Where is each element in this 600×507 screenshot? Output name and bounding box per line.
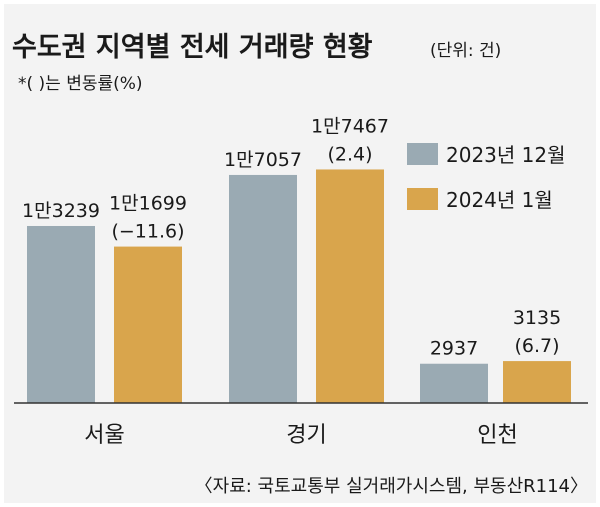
legend-swatch — [407, 188, 438, 210]
note-label: *( )는 변동률(%) — [18, 74, 143, 94]
value-label: 1만7467 — [311, 115, 389, 137]
source-label: 〈자료: 국토교통부 실거래가시스템, 부동산R114〉 — [195, 476, 588, 497]
bar-2024-01 — [503, 361, 571, 403]
value-label: 1만7057 — [224, 149, 302, 171]
legend-label: 2023년 12월 — [446, 143, 566, 167]
category-label: 경기 — [286, 423, 326, 448]
legend-label: 2024년 1월 — [446, 188, 553, 212]
bar-chart: 수도권 지역별 전세 거래량 현황 (단위: 건) *( )는 변동률(%) 1… — [12, 32, 588, 497]
change-label: (−11.6) — [111, 221, 184, 243]
category-label: 서울 — [84, 423, 124, 448]
bar-2024-01 — [316, 169, 384, 403]
category-label: 인천 — [477, 423, 517, 448]
change-label: (2.4) — [327, 143, 372, 165]
chart-panel: 수도권 지역별 전세 거래량 현황 (단위: 건) *( )는 변동률(%) 1… — [4, 4, 596, 503]
chart-title: 수도권 지역별 전세 거래량 현황 — [12, 32, 373, 63]
legend-swatch — [407, 143, 438, 165]
bar-2023-12 — [229, 174, 297, 403]
bar-2023-12 — [27, 225, 95, 403]
value-label: 1만3239 — [22, 200, 100, 222]
value-label: 3135 — [513, 307, 561, 329]
unit-label: (단위: 건) — [430, 41, 501, 61]
bar-2023-12 — [420, 363, 488, 403]
value-label: 1만1699 — [109, 193, 187, 215]
change-label: (6.7) — [514, 335, 559, 357]
value-label: 2937 — [430, 338, 478, 360]
bar-2024-01 — [114, 246, 182, 403]
